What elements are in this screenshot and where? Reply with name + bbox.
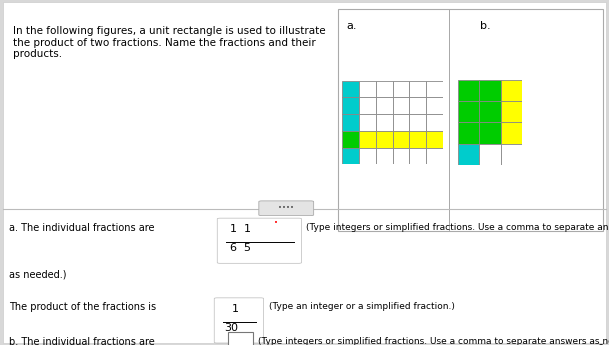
Bar <box>376 148 393 164</box>
Text: 30: 30 <box>225 323 239 333</box>
Bar <box>501 80 522 101</box>
Bar <box>342 97 359 114</box>
Text: •: • <box>274 220 278 226</box>
Bar <box>393 81 409 97</box>
Bar <box>426 81 443 97</box>
Bar <box>458 144 479 165</box>
Text: 1  1: 1 1 <box>230 224 251 234</box>
Bar <box>338 9 603 231</box>
Bar <box>426 131 443 148</box>
Bar <box>393 148 409 164</box>
Bar <box>359 114 376 131</box>
Text: as needed.): as needed.) <box>9 269 66 279</box>
Bar <box>359 81 376 97</box>
Bar <box>409 148 426 164</box>
Bar <box>359 148 376 164</box>
Bar <box>501 144 522 165</box>
Bar <box>426 114 443 131</box>
Text: In the following figures, a unit rectangle is used to illustrate
the product of : In the following figures, a unit rectang… <box>13 26 325 59</box>
Bar <box>409 131 426 148</box>
Text: (Type integers or simplified fractions. Use a comma to separate answers: (Type integers or simplified fractions. … <box>306 223 609 232</box>
Bar <box>359 97 376 114</box>
Bar <box>342 114 359 131</box>
Bar <box>393 114 409 131</box>
Bar <box>393 131 409 148</box>
Bar <box>479 122 501 144</box>
Bar <box>376 131 393 148</box>
Text: a. The individual fractions are: a. The individual fractions are <box>9 223 155 233</box>
Text: e: e <box>597 342 604 345</box>
Bar <box>458 122 479 144</box>
Text: b.: b. <box>480 21 490 31</box>
FancyBboxPatch shape <box>217 218 301 263</box>
Bar <box>342 81 359 97</box>
Text: (Type an integer or a simplified fraction.): (Type an integer or a simplified fractio… <box>269 303 455 312</box>
Bar <box>342 148 359 164</box>
Bar <box>426 97 443 114</box>
Bar <box>359 131 376 148</box>
Bar <box>479 101 501 122</box>
Bar <box>501 122 522 144</box>
Bar <box>479 80 501 101</box>
Text: ••••: •••• <box>278 205 294 211</box>
Text: a.: a. <box>346 21 356 31</box>
Bar <box>426 148 443 164</box>
Bar <box>409 114 426 131</box>
FancyBboxPatch shape <box>214 298 264 343</box>
Text: 1: 1 <box>231 304 239 314</box>
Bar <box>376 114 393 131</box>
Text: The product of the fractions is: The product of the fractions is <box>9 303 156 313</box>
Bar <box>501 101 522 122</box>
Bar <box>409 97 426 114</box>
Text: b. The individual fractions are: b. The individual fractions are <box>9 337 155 345</box>
Text: 6  5: 6 5 <box>230 243 251 253</box>
FancyBboxPatch shape <box>259 201 314 216</box>
Bar <box>228 332 253 345</box>
Bar <box>449 9 450 231</box>
Bar <box>342 131 359 148</box>
Text: (Type integers or simplified fractions. Use a comma to separate answers as neede: (Type integers or simplified fractions. … <box>258 337 609 345</box>
Bar <box>376 97 393 114</box>
Bar <box>393 97 409 114</box>
Bar <box>458 101 479 122</box>
Bar <box>479 144 501 165</box>
Bar <box>409 81 426 97</box>
Bar <box>376 81 393 97</box>
Bar <box>458 80 479 101</box>
